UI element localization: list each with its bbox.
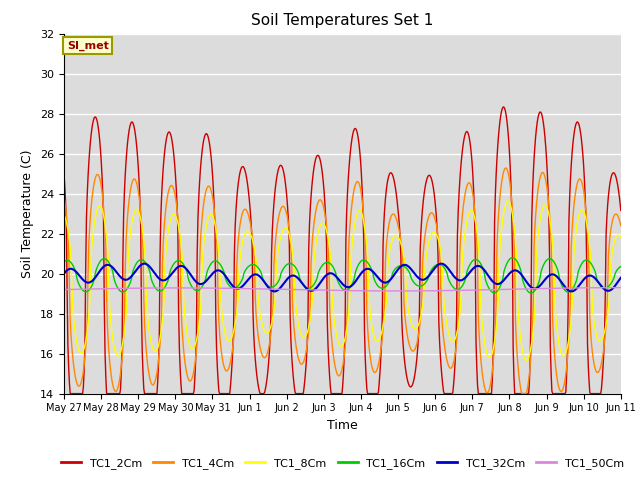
TC1_50Cm [127,286,135,291]
TC1_16Cm [509,255,516,261]
TC1_32Cm [271,288,278,294]
TC1_32Cm [214,267,221,273]
TC1_2Cm [214,378,222,384]
TC1_8Cm [70,320,78,326]
Line: TC1_2Cm: TC1_2Cm [64,107,621,394]
TC1_2Cm [185,391,193,396]
TC1_4Cm [214,252,221,258]
TC1_16Cm [127,276,135,282]
TC1_2Cm [500,104,508,110]
TC1_4Cm [70,366,78,372]
TC1_2Cm [617,207,625,213]
TC1_16Cm [410,280,418,286]
TC1_2Cm [71,391,79,396]
TC1_8Cm [617,235,625,240]
Line: TC1_4Cm: TC1_4Cm [64,168,621,394]
TC1_8Cm [504,198,511,204]
TC1_50Cm [411,288,419,294]
TC1_4Cm [60,194,68,200]
TC1_4Cm [410,348,418,353]
TC1_8Cm [214,236,221,241]
TC1_32Cm [70,267,78,273]
Title: Soil Temperatures Set 1: Soil Temperatures Set 1 [252,13,433,28]
X-axis label: Time: Time [327,419,358,432]
TC1_50Cm [428,288,435,294]
Line: TC1_50Cm: TC1_50Cm [64,288,621,291]
TC1_16Cm [70,265,78,271]
TC1_4Cm [518,391,526,396]
Text: SI_met: SI_met [67,41,109,51]
TC1_4Cm [617,223,625,228]
TC1_32Cm [411,271,419,277]
TC1_8Cm [60,213,68,218]
TC1_16Cm [60,259,68,265]
TC1_2Cm [411,372,419,378]
TC1_2Cm [60,171,68,177]
TC1_16Cm [527,290,535,296]
TC1_32Cm [127,274,135,279]
TC1_32Cm [60,271,68,276]
TC1_50Cm [60,287,68,292]
TC1_32Cm [437,261,445,266]
TC1_4Cm [127,182,135,188]
TC1_2Cm [128,119,136,125]
TC1_50Cm [392,288,399,294]
Line: TC1_8Cm: TC1_8Cm [64,201,621,360]
TC1_4Cm [502,165,509,171]
TC1_2Cm [67,391,74,396]
TC1_50Cm [70,287,78,292]
TC1_4Cm [426,211,434,216]
TC1_50Cm [617,285,625,290]
TC1_16Cm [617,264,625,269]
TC1_2Cm [428,175,435,180]
TC1_16Cm [184,274,192,280]
TC1_8Cm [184,336,192,341]
Line: TC1_32Cm: TC1_32Cm [64,264,621,291]
Y-axis label: Soil Temperature (C): Soil Temperature (C) [22,149,35,278]
TC1_32Cm [428,270,435,276]
Line: TC1_16Cm: TC1_16Cm [64,258,621,293]
TC1_8Cm [522,358,530,363]
TC1_32Cm [617,275,625,281]
TC1_8Cm [426,234,434,240]
Legend: TC1_2Cm, TC1_4Cm, TC1_8Cm, TC1_16Cm, TC1_32Cm, TC1_50Cm: TC1_2Cm, TC1_4Cm, TC1_8Cm, TC1_16Cm, TC1… [56,453,628,473]
TC1_16Cm [426,269,434,275]
TC1_16Cm [214,259,221,264]
TC1_8Cm [127,223,135,228]
TC1_32Cm [184,268,192,274]
TC1_4Cm [184,375,192,381]
TC1_50Cm [214,285,221,291]
TC1_8Cm [410,325,418,331]
TC1_50Cm [184,285,192,291]
